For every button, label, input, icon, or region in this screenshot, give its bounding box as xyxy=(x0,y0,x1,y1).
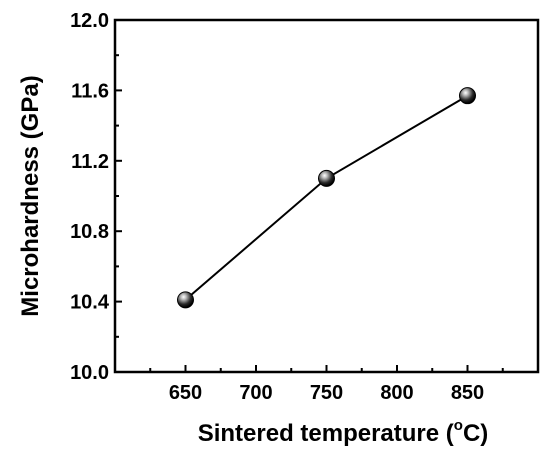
x-axis-label-unit: C) xyxy=(463,420,488,447)
x-tick-label: 800 xyxy=(380,382,413,404)
x-tick-label: 700 xyxy=(239,382,272,404)
y-tick-label: 11.2 xyxy=(71,151,109,173)
x-tick-label: 750 xyxy=(310,382,343,404)
plot-frame xyxy=(113,18,540,374)
y-tick-label: 12.0 xyxy=(70,10,109,32)
plot-area: 10.0 10.4 10.8 11.2 11.6 12.0 650 700 750 800 850 xyxy=(70,10,540,404)
x-axis-label-superscript: o xyxy=(454,417,463,434)
x-axis-label-main: Sintered temperature ( xyxy=(198,420,454,447)
y-tick-label: 10.0 xyxy=(70,362,109,384)
x-axis-label: Sintered temperature (oC) xyxy=(198,417,489,447)
y-axis-ticks: 10.0 10.4 10.8 11.2 11.6 12.0 xyxy=(70,10,122,384)
data-point xyxy=(459,87,476,105)
series-line xyxy=(184,94,469,301)
series-layer xyxy=(177,87,476,309)
y-axis-label: Microhardness (GPa) xyxy=(17,75,44,316)
x-tick-label: 650 xyxy=(169,382,202,404)
y-tick-label: 10.4 xyxy=(70,292,110,314)
x-axis-ticks: 650 700 750 800 850 xyxy=(149,365,504,404)
data-point xyxy=(318,169,335,187)
y-tick-label: 11.6 xyxy=(71,80,109,102)
x-tick-label: 850 xyxy=(451,382,484,404)
data-point xyxy=(177,291,194,309)
y-tick-label: 10.8 xyxy=(70,221,109,243)
